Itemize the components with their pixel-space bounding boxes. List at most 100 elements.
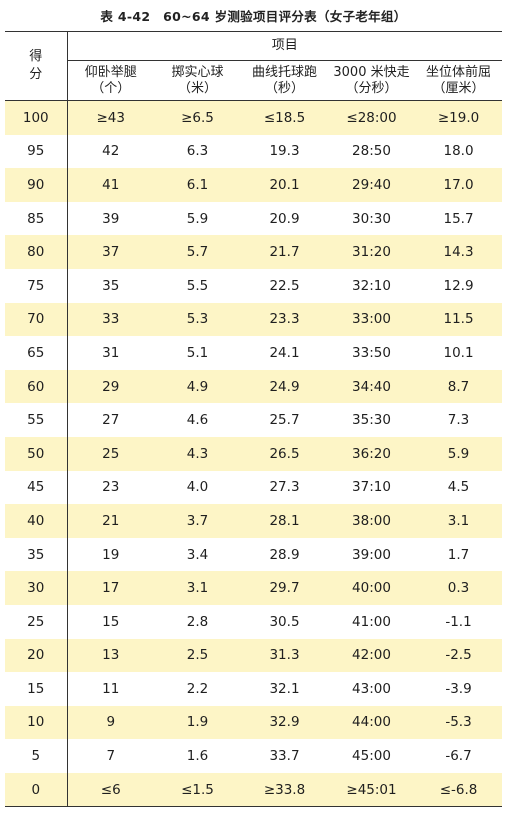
medicine-ball-cell: 2.2 xyxy=(186,680,209,697)
table-row: 70 33 5.3 23.3 33:00 11.5 xyxy=(5,302,503,337)
medicine-ball-cell: 1.9 xyxy=(154,705,241,740)
column-header-sit-and-reach: 坐位体前屈 （厘米） xyxy=(415,60,503,101)
column-name: 仰卧举腿 xyxy=(84,64,137,80)
sit-reach-cell: 0.3 xyxy=(415,571,503,605)
table-row: 30 17 3.1 29.7 40:00 0.3 xyxy=(5,571,503,605)
medicine-ball-cell: 2.5 xyxy=(154,638,241,673)
score-cell: 20 xyxy=(5,638,68,673)
table-row: 85 39 5.9 20.9 30:30 15.7 xyxy=(5,201,502,236)
ball-run-cell: ≥33.8 xyxy=(241,772,328,807)
score-column-header: 得 分 xyxy=(5,31,68,101)
table-row: 15 11 2.2 32.1 43:00 -3.9 xyxy=(5,672,502,706)
sit-reach-cell: 4.5 xyxy=(447,479,470,496)
walk-time-cell: ≤28:00 xyxy=(328,100,415,135)
sit-reach-cell: 11.5 xyxy=(415,302,503,337)
column-header-leg-raise: 仰卧举腿 （个） xyxy=(67,60,154,101)
leg-raise-cell: 17 xyxy=(67,571,154,605)
column-unit: （个） xyxy=(91,80,131,96)
leg-raise-cell: 21 xyxy=(67,504,154,538)
leg-raise-cell: 15 xyxy=(102,613,120,630)
leg-raise-cell: 7 xyxy=(106,748,116,765)
walk-time-cell: 43:00 xyxy=(352,680,391,697)
sit-reach-cell: 10.1 xyxy=(443,344,474,361)
leg-raise-cell: 27 xyxy=(102,412,120,429)
column-header-ball-run: 曲线托球跑 （秒） xyxy=(241,60,328,101)
score-cell: 40 xyxy=(5,504,68,538)
ball-run-cell: 32.9 xyxy=(241,705,328,740)
table-row: 0 ≤6 ≤1.5 ≥33.8 ≥45:01 ≤-6.8 xyxy=(5,772,503,807)
walk-time-cell: 40:00 xyxy=(328,571,415,605)
medicine-ball-cell: 3.1 xyxy=(154,571,241,605)
walk-time-cell: 41:00 xyxy=(352,613,391,630)
sit-reach-cell: -2.5 xyxy=(415,638,503,673)
column-header-3000m-walk: 3000 米快走 （分秒） xyxy=(328,60,415,101)
table-row: 35 19 3.4 28.9 39:00 1.7 xyxy=(5,537,502,572)
leg-raise-cell: 23 xyxy=(102,479,120,496)
walk-time-cell: 45:00 xyxy=(352,748,391,765)
score-cell: 5 xyxy=(5,739,68,773)
ball-run-cell: 25.7 xyxy=(269,412,300,429)
sit-reach-cell: 1.7 xyxy=(447,546,470,563)
ball-run-cell: 20.9 xyxy=(269,210,300,227)
table-row: 80 37 5.7 21.7 31:20 14.3 xyxy=(5,235,503,269)
walk-time-cell: 37:10 xyxy=(352,479,391,496)
column-unit: （厘米） xyxy=(432,80,485,96)
leg-raise-cell: 11 xyxy=(102,680,120,697)
walk-time-cell: 38:00 xyxy=(328,504,415,538)
score-label-1: 得 xyxy=(29,49,43,64)
ball-run-cell: 30.5 xyxy=(269,613,300,630)
leg-raise-cell: 25 xyxy=(67,436,154,471)
walk-time-cell: 39:00 xyxy=(352,546,391,563)
medicine-ball-cell: 5.7 xyxy=(154,235,241,269)
score-cell: 100 xyxy=(5,100,68,135)
table-row: 100 ≥43 ≥6.5 ≤18.5 ≤28:00 ≥19.0 xyxy=(5,100,503,135)
score-cell: 75 xyxy=(5,268,68,303)
medicine-ball-cell: 4.9 xyxy=(154,369,241,404)
table-row: 10 9 1.9 32.9 44:00 -5.3 xyxy=(5,705,503,740)
ball-run-cell: 23.3 xyxy=(241,302,328,337)
walk-time-cell: 34:40 xyxy=(328,369,415,404)
table-row: 75 35 5.5 22.5 32:10 12.9 xyxy=(5,268,502,303)
medicine-ball-cell: ≥6.5 xyxy=(154,100,241,135)
ball-run-cell: 29.7 xyxy=(241,571,328,605)
table-row: 25 15 2.8 30.5 41:00 -1.1 xyxy=(5,604,502,639)
table-header: 得 分 项目 仰卧举腿 （个） 掷实心球 （米） 曲线托球跑 （秒） 3000 米快走… xyxy=(5,31,503,101)
sit-reach-cell: ≤-6.8 xyxy=(415,772,503,807)
score-cell: 70 xyxy=(5,302,68,337)
sit-reach-cell: -1.1 xyxy=(445,613,472,630)
score-cell: 80 xyxy=(5,235,68,269)
column-name: 3000 米快走 xyxy=(333,64,410,80)
score-cell: 25 xyxy=(5,604,68,639)
column-name: 坐位体前屈 xyxy=(426,64,492,80)
sit-reach-cell: ≥19.0 xyxy=(415,100,503,135)
leg-raise-cell: 41 xyxy=(67,168,154,202)
table-row: 55 27 4.6 25.7 35:30 7.3 xyxy=(5,403,502,437)
leg-raise-cell: ≤6 xyxy=(67,772,154,807)
score-cell: 50 xyxy=(5,436,68,471)
table-row: 65 31 5.1 24.1 33:50 10.1 xyxy=(5,336,502,370)
ball-run-cell: 19.3 xyxy=(269,143,300,160)
score-cell: 60 xyxy=(5,369,68,404)
walk-time-cell: 30:30 xyxy=(352,210,391,227)
walk-time-cell: 31:20 xyxy=(328,235,415,269)
ball-run-cell: 31.3 xyxy=(241,638,328,673)
score-cell: 30 xyxy=(5,571,68,605)
medicine-ball-cell: 5.3 xyxy=(154,302,241,337)
column-name: 掷实心球 xyxy=(171,64,224,80)
leg-raise-cell: 42 xyxy=(102,143,120,160)
leg-raise-cell: 9 xyxy=(67,705,154,740)
ball-run-cell: 26.5 xyxy=(241,436,328,471)
table-row: 95 42 6.3 19.3 28:50 18.0 xyxy=(5,134,502,169)
ball-run-cell: 28.9 xyxy=(269,546,300,563)
leg-raise-cell: 31 xyxy=(102,344,120,361)
ball-run-cell: 33.7 xyxy=(269,748,300,765)
medicine-ball-cell: 6.3 xyxy=(186,143,209,160)
score-label-2: 分 xyxy=(29,67,43,82)
medicine-ball-cell: 6.1 xyxy=(154,168,241,202)
sit-reach-cell: 7.3 xyxy=(447,412,470,429)
walk-time-cell: ≥45:01 xyxy=(328,772,415,807)
walk-time-cell: 32:10 xyxy=(352,277,391,294)
score-cell: 35 xyxy=(5,537,68,572)
table-row: 40 21 3.7 28.1 38:00 3.1 xyxy=(5,504,503,538)
